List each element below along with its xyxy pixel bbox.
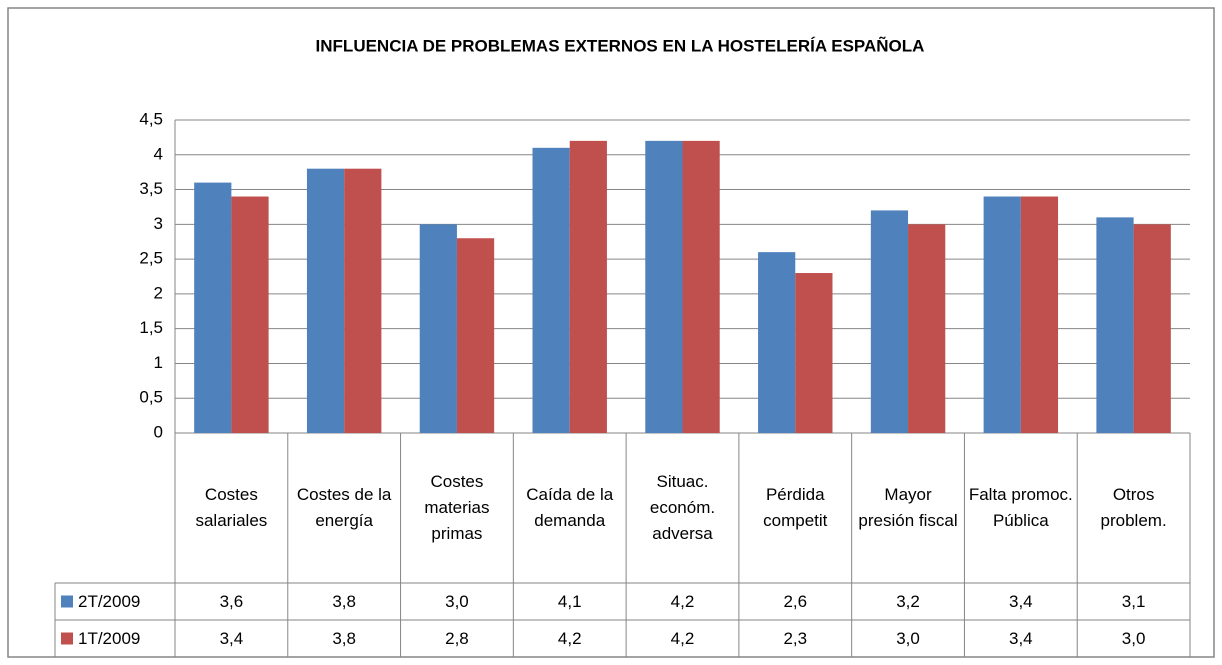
chart-title: INFLUENCIA DE PROBLEMAS EXTERNOS EN LA H… xyxy=(316,35,925,55)
bar xyxy=(682,140,720,433)
data-table-value: 4,1 xyxy=(557,591,582,611)
legend-key xyxy=(61,595,73,608)
data-table-value: 3,2 xyxy=(896,591,920,611)
category-label: Costes materias primas xyxy=(424,472,490,543)
bar xyxy=(344,168,382,433)
category-label: Costes salariales xyxy=(195,485,268,530)
bar xyxy=(758,252,796,433)
data-table-value: 3,8 xyxy=(332,591,356,611)
category-label: Mayor presión fiscal xyxy=(858,485,958,530)
data-table-value: 2,3 xyxy=(783,628,808,648)
y-tick-label: 1 xyxy=(154,353,163,372)
bar xyxy=(194,182,232,433)
bar xyxy=(870,210,909,433)
y-tick-label: 2 xyxy=(154,283,163,302)
bar xyxy=(1096,217,1134,433)
y-tick-label: 1,5 xyxy=(139,318,163,337)
category-label: Caída de la demanda xyxy=(526,485,614,530)
data-table-value: 3,4 xyxy=(219,628,244,648)
legend-label: 2T/2009 xyxy=(78,591,141,611)
bar xyxy=(983,196,1021,433)
data-table-value: 4,2 xyxy=(557,628,582,648)
legend-label: 1T/2009 xyxy=(78,628,141,648)
data-table-value: 3,0 xyxy=(445,591,469,611)
category-label: Situac. económ. adversa xyxy=(649,472,716,543)
data-table-value: 3,0 xyxy=(896,628,920,648)
y-tick-label: 3 xyxy=(154,214,163,233)
bar xyxy=(456,238,495,433)
data-table-value: 3,6 xyxy=(219,591,244,611)
bar xyxy=(1020,196,1059,433)
bar xyxy=(1133,224,1171,433)
legend-key xyxy=(61,632,73,645)
data-table-value: 3,4 xyxy=(1009,628,1033,648)
y-tick-label: 4 xyxy=(154,144,163,163)
data-table-value: 4,2 xyxy=(670,591,695,611)
y-tick-label: 0,5 xyxy=(139,388,163,407)
data-table-value: 3,4 xyxy=(1009,591,1033,611)
y-tick-label: 4,5 xyxy=(139,109,163,128)
category-label: Otros problem. xyxy=(1100,485,1167,530)
category-label: Falta promoc. Pública xyxy=(968,485,1073,530)
category-label: Pérdida competit xyxy=(763,485,828,530)
bar xyxy=(532,147,570,434)
bar xyxy=(419,224,457,433)
data-table-value: 2,6 xyxy=(783,591,808,611)
bar xyxy=(795,273,833,433)
bar xyxy=(569,140,607,433)
data-table-value: 3,1 xyxy=(1121,591,1146,611)
data-table-value: 3,8 xyxy=(332,628,356,648)
y-tick-label: 2,5 xyxy=(139,249,163,268)
category-label: Costes de la energía xyxy=(296,485,392,530)
data-table-value: 2,8 xyxy=(445,628,469,648)
bar xyxy=(908,224,946,433)
bar xyxy=(231,196,269,433)
y-tick-label: 0 xyxy=(154,422,163,441)
bar xyxy=(645,140,683,433)
y-tick-label: 3,5 xyxy=(139,179,163,198)
bar xyxy=(306,168,345,433)
data-table-value: 4,2 xyxy=(670,628,695,648)
data-table-value: 3,0 xyxy=(1121,628,1146,648)
